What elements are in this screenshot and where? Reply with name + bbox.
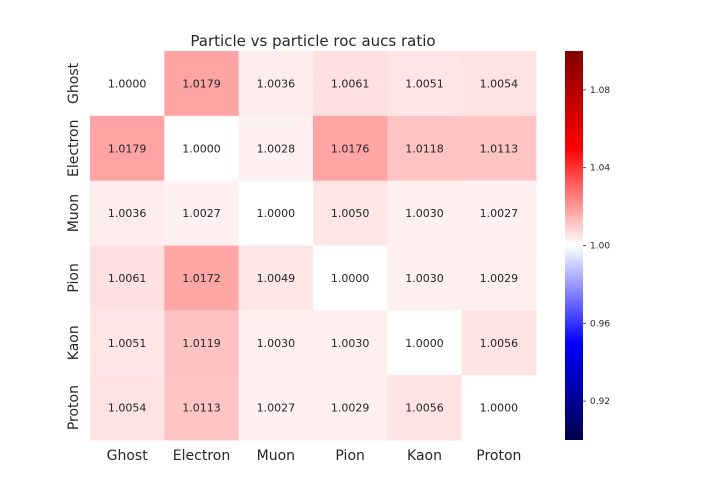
heatmap-cell (313, 115, 388, 182)
heatmap-cell (164, 115, 240, 182)
heatmap-cell-label: 1.0113 (182, 402, 221, 415)
heatmap-cell (90, 245, 165, 311)
heatmap-cell (387, 115, 463, 182)
heatmap-cell-label: 1.0000 (257, 207, 296, 220)
heatmap-cell (164, 310, 240, 376)
heatmap-cell (238, 375, 314, 441)
heatmap-cell-label: 1.0061 (108, 272, 147, 285)
heatmap-cell (387, 180, 463, 246)
heatmap-cell (313, 375, 388, 441)
heatmap-cell-label: 1.0061 (331, 77, 370, 90)
heatmap-cell (238, 180, 314, 246)
colorbar (565, 51, 583, 440)
heatmap-cell-label: 1.0119 (182, 337, 221, 350)
heatmap-cell-label: 1.0049 (257, 272, 296, 285)
heatmap-cell-label: 1.0118 (405, 142, 444, 155)
heatmap-cell (461, 180, 537, 246)
heatmap-cell (238, 310, 314, 376)
x-tick-label: Proton (476, 448, 521, 464)
heatmap-cell (90, 180, 165, 246)
heatmap-cell-label: 1.0054 (108, 402, 147, 415)
heatmap-cell-label: 1.0050 (331, 207, 370, 220)
heatmap-cell-label: 1.0054 (480, 77, 519, 90)
heatmap-cell-label: 1.0028 (257, 142, 296, 155)
x-tick-label: Electron (173, 448, 230, 464)
colorbar-tick-label: 0.96 (590, 319, 610, 329)
heatmap-cell-label: 1.0036 (108, 207, 147, 220)
heatmap-cell (461, 310, 537, 376)
heatmap-cell (461, 375, 537, 441)
heatmap-cell-label: 1.0036 (257, 77, 296, 90)
heatmap-cells (90, 51, 537, 441)
heatmap-cell-label: 1.0027 (182, 207, 221, 220)
chart-title: Particle vs particle roc aucs ratio (190, 32, 435, 50)
y-tick-label: Proton (66, 385, 82, 430)
colorbar-tick-label: 1.00 (590, 242, 610, 252)
x-tick-label: Muon (257, 448, 295, 464)
heatmap-cell (461, 115, 537, 182)
heatmap-cell (313, 310, 388, 376)
heatmap-cell-label: 1.0000 (331, 272, 370, 285)
heatmap-cell (387, 310, 463, 376)
heatmap-cell-label: 1.0051 (108, 337, 147, 350)
heatmap-cell (90, 375, 165, 441)
heatmap-cell (90, 51, 165, 117)
heatmap-cell (461, 51, 537, 117)
heatmap-cell-label: 1.0176 (331, 142, 370, 155)
heatmap-cell (461, 245, 537, 311)
heatmap-cell-label: 1.0030 (405, 272, 444, 285)
heatmap-cell (90, 115, 165, 182)
y-tick-label: Kaon (66, 325, 82, 360)
heatmap-cell-label: 1.0172 (182, 272, 221, 285)
colorbar-tick-label: 1.08 (590, 86, 610, 96)
heatmap-cell-label: 1.0000 (182, 142, 221, 155)
heatmap-cell-label: 1.0000 (405, 337, 444, 350)
heatmap-cell (238, 115, 314, 182)
heatmap-cell (164, 51, 240, 117)
heatmap-cell (164, 180, 240, 246)
heatmap-cell-label: 1.0056 (405, 402, 444, 415)
heatmap-cell-label: 1.0030 (405, 207, 444, 220)
heatmap-cell-label: 1.0000 (108, 77, 147, 90)
heatmap-cell (238, 51, 314, 117)
heatmap-cell (238, 245, 314, 311)
x-tick-label: Ghost (107, 448, 149, 464)
heatmap-cell-label: 1.0029 (331, 402, 370, 415)
colorbar-ticks: 0.92 0.96 1.00 1.04 1.08 (583, 86, 610, 407)
heatmap-cell-label: 1.0056 (480, 337, 519, 350)
heatmap-cell (90, 310, 165, 376)
heatmap-cell (387, 51, 463, 117)
y-axis-tick-labels: Ghost Electron Muon Pion Kaon Proton (66, 62, 82, 430)
heatmap-cell-label: 1.0027 (257, 402, 296, 415)
heatmap-cell-label: 1.0027 (480, 207, 519, 220)
heatmap-cell-label: 1.0179 (108, 142, 147, 155)
y-tick-label: Electron (66, 120, 82, 177)
heatmap-cell (164, 245, 240, 311)
heatmap-cell-label: 1.0113 (480, 142, 519, 155)
heatmap-cell-label: 1.0051 (405, 77, 444, 90)
heatmap-cell-label: 1.0029 (480, 272, 519, 285)
heatmap-cell-label: 1.0030 (331, 337, 370, 350)
y-tick-label: Muon (66, 194, 82, 232)
colorbar-tick-label: 0.92 (590, 397, 610, 407)
y-tick-label: Pion (66, 263, 82, 292)
heatmap-cell (313, 51, 388, 117)
heatmap-cell (313, 180, 388, 246)
heatmap-cell (387, 375, 463, 441)
heatmap-cell-label: 1.0179 (182, 77, 221, 90)
y-tick-label: Ghost (66, 62, 82, 104)
x-tick-label: Pion (335, 448, 364, 464)
x-tick-label: Kaon (407, 448, 442, 464)
heatmap-cell (387, 245, 463, 311)
heatmap-cell (164, 375, 240, 441)
heatmap-cell-label: 1.0000 (480, 402, 519, 415)
heatmap-cell-label: 1.0030 (257, 337, 296, 350)
x-axis-tick-labels: Ghost Electron Muon Pion Kaon Proton (107, 448, 522, 464)
heatmap-cell-labels: 1.0000 1.0179 1.0036 1.0061 1.0051 1.0054 1.01… (108, 77, 518, 414)
colorbar-tick-label: 1.04 (590, 164, 610, 174)
heatmap-cell (313, 245, 388, 311)
